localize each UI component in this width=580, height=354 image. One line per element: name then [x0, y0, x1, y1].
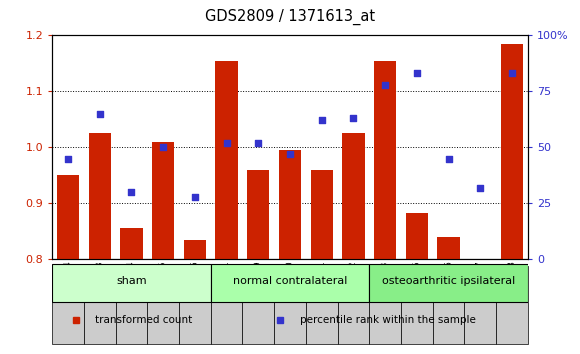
Bar [401, 266, 433, 344]
Bar [147, 266, 179, 344]
Point [444, 156, 453, 161]
Bar [179, 266, 211, 344]
Bar [89, 133, 111, 259]
Point [222, 140, 231, 146]
Bar [211, 266, 242, 344]
Text: normal contralateral: normal contralateral [233, 276, 347, 286]
Bar [279, 150, 301, 259]
Point [63, 156, 72, 161]
Point [508, 71, 517, 76]
Bar [338, 266, 369, 344]
Bar [374, 61, 396, 259]
Point [158, 144, 168, 150]
Bar [342, 133, 364, 259]
Bar [369, 266, 401, 344]
Text: percentile rank within the sample: percentile rank within the sample [299, 315, 476, 325]
Point [349, 115, 358, 121]
Point [476, 185, 485, 190]
Bar [247, 170, 269, 259]
Bar [465, 266, 496, 344]
FancyBboxPatch shape [369, 264, 528, 302]
Bar [115, 266, 147, 344]
Bar [52, 266, 84, 344]
FancyBboxPatch shape [211, 264, 369, 302]
Bar [152, 142, 174, 259]
Text: sham: sham [116, 276, 147, 286]
Bar [501, 44, 523, 259]
Bar [306, 266, 338, 344]
Bar [406, 213, 428, 259]
Point [380, 82, 390, 87]
Bar [433, 266, 465, 344]
Text: GDS2809 / 1371613_at: GDS2809 / 1371613_at [205, 8, 375, 25]
Bar [57, 175, 79, 259]
Bar [437, 237, 459, 259]
Bar [274, 266, 306, 344]
Point [95, 111, 104, 116]
Point [412, 71, 422, 76]
Bar [242, 266, 274, 344]
Point [317, 118, 327, 123]
Bar [496, 266, 528, 344]
Bar [121, 228, 143, 259]
Bar [311, 170, 333, 259]
Bar [184, 240, 206, 259]
Point [285, 151, 295, 157]
Point [127, 189, 136, 195]
Point [253, 140, 263, 146]
FancyBboxPatch shape [52, 264, 211, 302]
Bar [216, 61, 238, 259]
Point [190, 194, 200, 199]
Bar [84, 266, 115, 344]
Text: osteoarthritic ipsilateral: osteoarthritic ipsilateral [382, 276, 515, 286]
Text: transformed count: transformed count [95, 315, 192, 325]
